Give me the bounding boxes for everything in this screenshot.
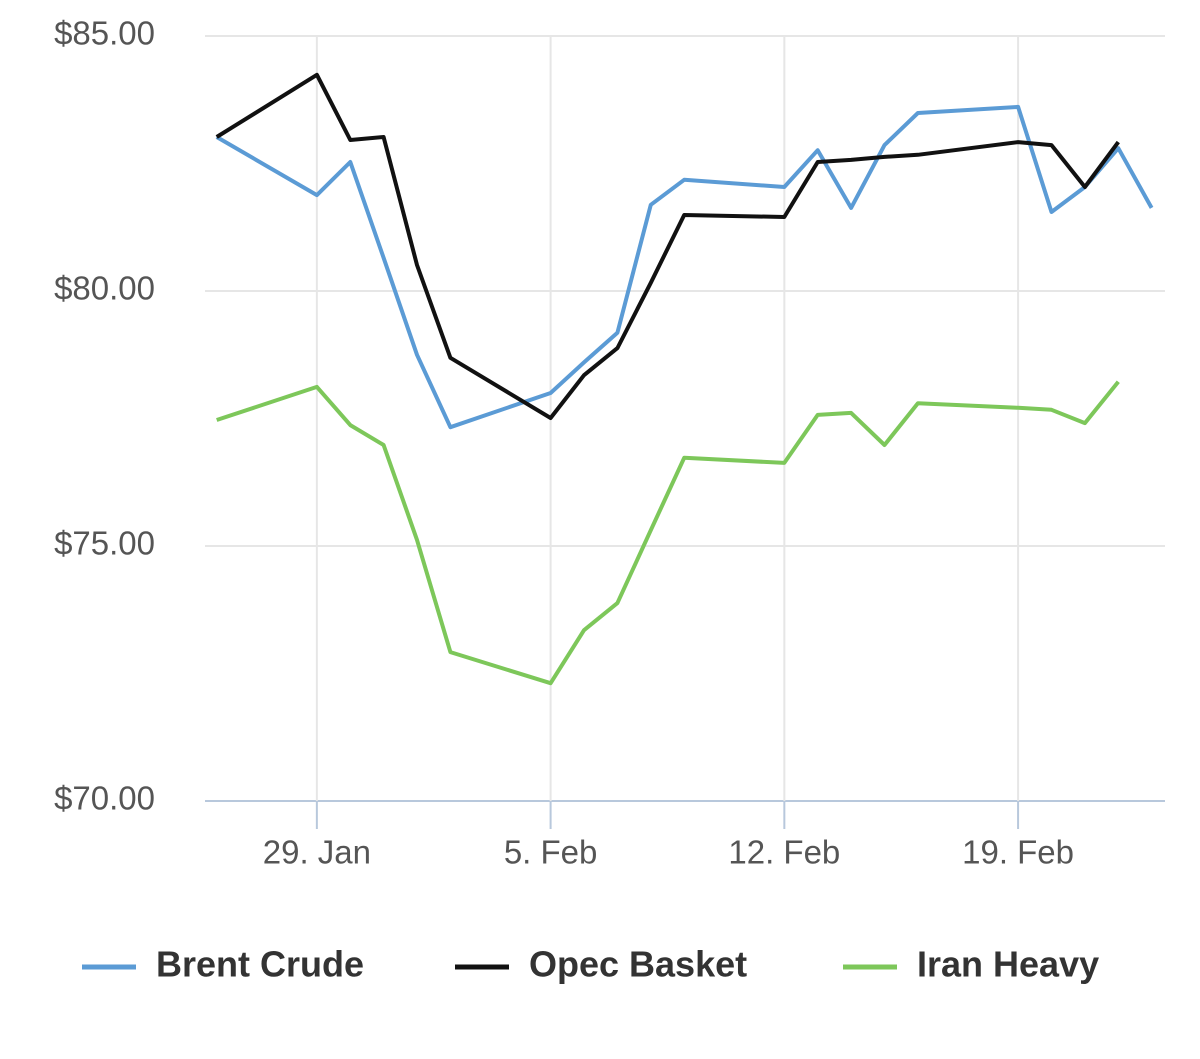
legend-label[interactable]: Brent Crude: [156, 944, 364, 985]
y-tick-label: $85.00: [54, 15, 155, 52]
x-tick-label: 29. Jan: [263, 834, 371, 871]
legend-label[interactable]: Iran Heavy: [917, 944, 1099, 985]
y-tick-label: $75.00: [54, 525, 155, 562]
y-tick-label: $80.00: [54, 270, 155, 307]
legend-label[interactable]: Opec Basket: [529, 944, 747, 985]
series-line: [215, 104, 1154, 430]
y-tick-label: $70.00: [54, 780, 155, 817]
x-tick-label: 5. Feb: [504, 834, 598, 871]
series-line: [215, 72, 1120, 420]
x-tick-label: 12. Feb: [728, 834, 840, 871]
series-line: [216, 380, 1120, 686]
x-tick-label: 19. Feb: [962, 834, 1074, 871]
